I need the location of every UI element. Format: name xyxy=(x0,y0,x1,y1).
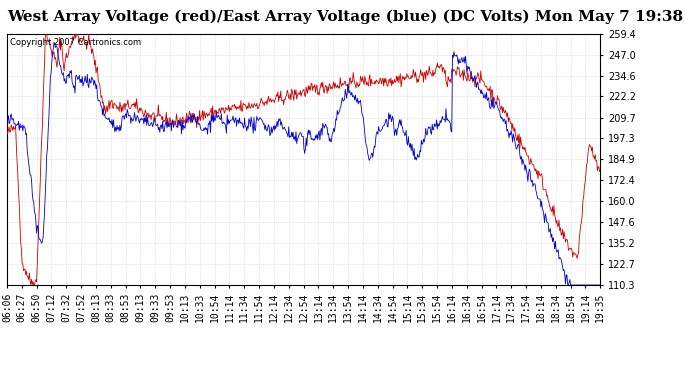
Text: Copyright 2007 Cartronics.com: Copyright 2007 Cartronics.com xyxy=(10,38,141,46)
Text: West Array Voltage (red)/East Array Voltage (blue) (DC Volts) Mon May 7 19:38: West Array Voltage (red)/East Array Volt… xyxy=(7,9,683,24)
